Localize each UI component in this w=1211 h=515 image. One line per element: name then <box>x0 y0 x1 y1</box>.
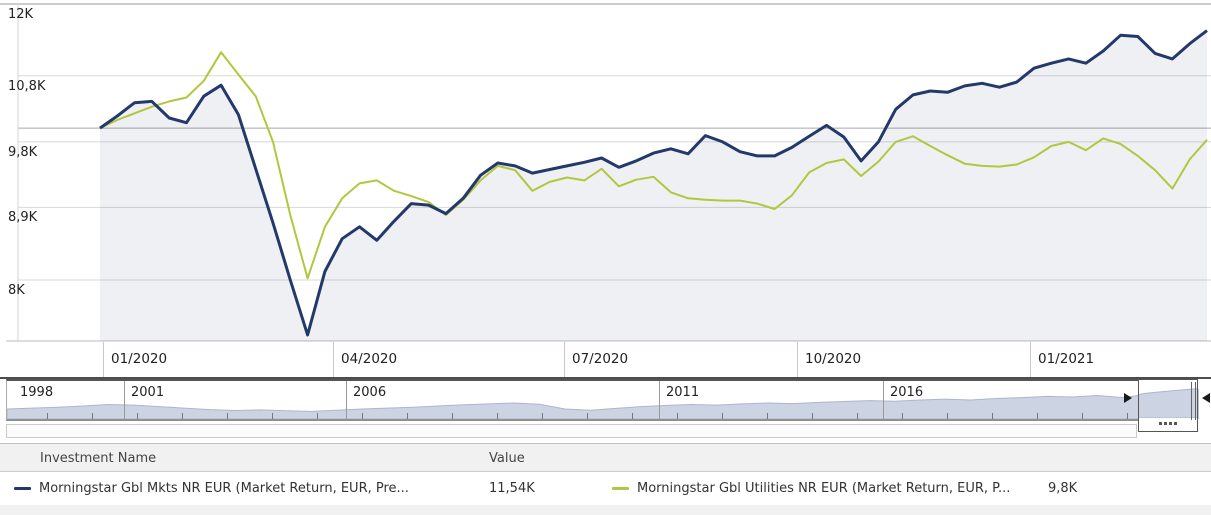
timeline-minor-tick <box>587 413 588 419</box>
timeline-minor-tick <box>632 413 633 419</box>
timeline-minor-tick <box>227 413 228 419</box>
timeline-minor-tick <box>47 413 48 419</box>
x-axis-label: 01/2020 <box>111 351 168 367</box>
timeline-area-sparkline <box>7 388 1199 419</box>
timeline-year-label: 2011 <box>666 385 700 400</box>
timeline-minor-tick <box>1037 413 1038 419</box>
timeline-scrubber[interactable]: 1998 2001 2006 2011 2016 <box>0 379 1211 443</box>
history-area <box>1139 388 1197 418</box>
timeline-minor-tick <box>182 413 183 419</box>
x-axis-tick <box>103 342 104 377</box>
x-axis-label: 10/2020 <box>805 351 862 367</box>
timeline-year-label: 2001 <box>131 385 165 400</box>
legend-row[interactable]: Morningstar Gbl Mkts NR EUR (Market Retu… <box>0 472 1211 505</box>
legend-header-value: Value <box>489 451 525 466</box>
timeline-minor-tick <box>137 413 138 419</box>
timeline-minor-tick <box>677 413 678 419</box>
grip-dot <box>1164 422 1167 425</box>
utilities-series-swatch <box>612 487 629 490</box>
utilities-series-value: 9,8K <box>1048 481 1078 496</box>
x-axis-label: 07/2020 <box>572 351 629 367</box>
timeline-band[interactable]: 1998 2001 2006 2011 2016 <box>6 379 1199 421</box>
utilities-series-name: Morningstar Gbl Utilities NR EUR (Market… <box>637 481 1011 496</box>
timeline-scrollbar-rail[interactable] <box>6 424 1137 438</box>
timeline-minor-tick <box>452 413 453 419</box>
markets-series-area-fill <box>100 30 1207 341</box>
y-axis-label: 10,8K <box>8 78 46 94</box>
timeline-minor-tick <box>1127 413 1128 419</box>
legend-header-investment-name: Investment Name <box>40 451 157 466</box>
timeline-year-label: 1998 <box>20 385 54 400</box>
timeline-year-label: 2006 <box>353 385 387 400</box>
timeline-year-divider <box>346 381 347 419</box>
x-axis-tick <box>797 342 798 377</box>
legend-header: Investment Name Value <box>0 444 1211 472</box>
chart-canvas <box>0 3 1211 342</box>
markets-series-value: 11,54K <box>489 481 535 496</box>
markets-series-name: Morningstar Gbl Mkts NR EUR (Market Retu… <box>39 481 409 496</box>
timeline-minor-tick <box>1082 413 1083 419</box>
timeline-minor-tick <box>317 413 318 419</box>
grip-dot <box>1159 422 1162 425</box>
history-area <box>7 388 1199 419</box>
y-axis-label: 8,9K <box>8 210 38 226</box>
timeline-minor-tick <box>902 413 903 419</box>
window-edge-bar <box>1195 382 1196 420</box>
timeline-minor-tick <box>992 413 993 419</box>
timeline-year-divider <box>659 381 660 419</box>
timeline-minor-tick <box>857 413 858 419</box>
markets-series-line <box>99 29 1208 337</box>
timeline-minor-tick <box>407 413 408 419</box>
x-axis-tick <box>333 342 334 377</box>
x-axis-tick <box>564 342 565 377</box>
grip-dot <box>1169 422 1172 425</box>
selection-grip[interactable] <box>1139 422 1197 428</box>
timeline-year-divider <box>883 381 884 419</box>
x-axis: 01/2020 04/2020 07/2020 10/2020 01/2021 <box>0 342 1211 379</box>
timeline-minor-tick <box>722 413 723 419</box>
timeline-minor-tick <box>542 413 543 419</box>
window-edge-bar <box>1191 382 1192 420</box>
timeline-minor-tick <box>767 413 768 419</box>
x-axis-label: 01/2021 <box>1038 351 1095 367</box>
y-axis-label: 8K <box>8 283 25 298</box>
range-end-handle-arrow-icon[interactable] <box>1202 393 1210 403</box>
grip-dot <box>1174 422 1177 425</box>
range-start-handle-arrow-icon[interactable] <box>1124 393 1132 403</box>
timeline-minor-tick <box>812 413 813 419</box>
timeline-year-label: 2016 <box>890 385 924 400</box>
y-axis-label: 12K <box>8 7 34 22</box>
selection-window[interactable] <box>1138 379 1198 432</box>
performance-chart[interactable]: 12K 10,8K 9,8K 8,9K 8K <box>0 0 1211 342</box>
timeline-minor-tick <box>497 413 498 419</box>
timeline-area-sparkline-window <box>1139 388 1197 418</box>
y-axis-label: 9,8K <box>8 144 38 160</box>
markets-series-swatch <box>14 487 31 490</box>
timeline-minor-tick <box>272 413 273 419</box>
x-axis-tick <box>1030 342 1031 377</box>
utilities-series-line <box>99 51 1208 280</box>
x-axis-label: 04/2020 <box>341 351 398 367</box>
timeline-minor-tick <box>362 413 363 419</box>
timeline-year-divider <box>124 381 125 419</box>
timeline-minor-tick <box>92 413 93 419</box>
timeline-minor-tick <box>947 413 948 419</box>
legend-panel: Investment Name Value Morningstar Gbl Mk… <box>0 443 1211 515</box>
